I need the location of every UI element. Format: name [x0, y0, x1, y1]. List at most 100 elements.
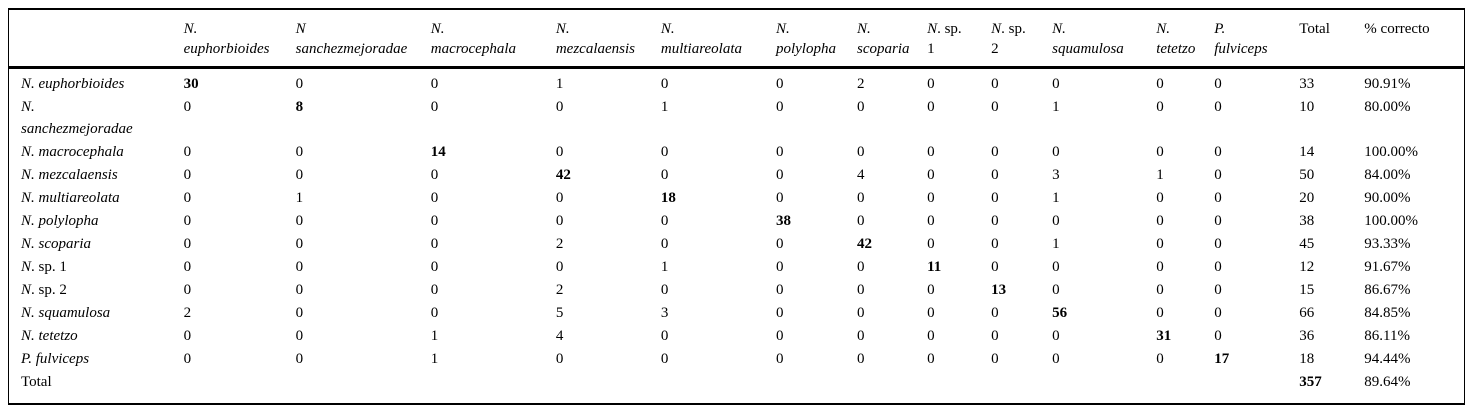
- percent-correct-cell: 89.64%: [1364, 374, 1411, 390]
- text-segment: N.: [1052, 21, 1066, 37]
- row-label: N. macrocephala: [9, 140, 174, 163]
- text-segment: N. multiareolata: [21, 190, 120, 206]
- matrix-cell: 0: [991, 305, 999, 321]
- matrix-cell: 0: [775, 305, 784, 321]
- matrix-cell: 0: [857, 144, 865, 160]
- matrix-cell: 0: [1214, 144, 1222, 160]
- matrix-cell: 0: [555, 144, 564, 160]
- text-segment: . sp. 2: [31, 282, 67, 298]
- cell-line: N. squamulosa: [21, 302, 166, 324]
- matrix-cell: 2: [857, 76, 865, 92]
- cell-line: N. multiareolata: [21, 187, 166, 209]
- total-cell: 10: [1299, 99, 1315, 115]
- cell-line: squamulosa: [1052, 39, 1138, 59]
- cell-line: N. tetetzo: [21, 325, 166, 347]
- matrix-cell: 0: [1214, 167, 1222, 183]
- cell-line: scoparia: [857, 39, 910, 59]
- matrix-cell: 0: [295, 351, 304, 367]
- matrix-cell: 0: [1156, 213, 1164, 229]
- matrix-cell: [546, 370, 651, 404]
- column-header: N. multiareolata: [650, 9, 766, 69]
- cell-line: fulviceps: [1214, 39, 1281, 59]
- matrix-cell: 0: [927, 99, 935, 115]
- cell-line: N. macrocephala: [21, 141, 166, 163]
- row-label: P. fulviceps: [9, 347, 174, 370]
- matrix-cell: 0: [1156, 144, 1164, 160]
- text-segment: N. tetetzo: [21, 328, 78, 344]
- matrix-cell: 0: [1156, 259, 1164, 275]
- matrix-cell: 17: [1214, 351, 1230, 367]
- matrix-cell: 5: [555, 305, 564, 321]
- text-segment: N.: [660, 21, 675, 37]
- text-segment: squamulosa: [1052, 41, 1124, 57]
- matrix-cell: 3: [660, 305, 669, 321]
- matrix-cell: 2: [555, 282, 564, 298]
- total-cell: 38: [1299, 213, 1315, 229]
- cell-line: N. sp.: [991, 19, 1034, 39]
- column-header: P. fulviceps: [1204, 9, 1290, 69]
- matrix-cell: 0: [991, 190, 999, 206]
- matrix-cell: [421, 370, 546, 404]
- text-segment: P.: [1214, 21, 1226, 37]
- cell-line: tetetzo: [1156, 39, 1196, 59]
- matrix-cell: 0: [775, 144, 784, 160]
- text-segment: . sp. 1: [31, 259, 67, 275]
- matrix-cell: 0: [295, 213, 304, 229]
- cell-line: mezcalaensis: [556, 39, 643, 59]
- text-segment: . sp.: [1001, 21, 1026, 37]
- matrix-cell: 2: [555, 236, 564, 252]
- text-segment: Total: [1299, 21, 1330, 37]
- matrix-cell: [766, 370, 847, 404]
- cell-line: N.: [857, 19, 909, 39]
- matrix-cell: 0: [775, 282, 784, 298]
- cell-line: N. polylopha: [21, 210, 166, 232]
- matrix-cell: 0: [660, 282, 669, 298]
- matrix-cell: 0: [430, 213, 439, 229]
- matrix-cell: [286, 370, 421, 404]
- cell-line: N.: [184, 19, 278, 39]
- matrix-cell: 0: [775, 351, 784, 367]
- matrix-cell: 0: [927, 190, 935, 206]
- table-row: Total 357 89.64%: [9, 370, 1465, 404]
- matrix-cell: 0: [1214, 236, 1222, 252]
- matrix-cell: 0: [857, 328, 865, 344]
- matrix-cell: 0: [183, 99, 192, 115]
- matrix-cell: 0: [1214, 305, 1222, 321]
- matrix-cell: 0: [1214, 259, 1222, 275]
- matrix-cell: 0: [991, 99, 999, 115]
- text-segment: P. fulviceps: [21, 351, 90, 367]
- table-row: N. sp. 2 0 0 0 2 0 0 0 0 13 0 0 0 15 86.67%: [9, 278, 1465, 301]
- matrix-cell: [981, 370, 1042, 404]
- matrix-cell: 0: [927, 305, 935, 321]
- matrix-cell: 4: [555, 328, 564, 344]
- text-segment: sanchezmejoradae: [295, 41, 408, 57]
- text-segment: mezcalaensis: [555, 41, 635, 57]
- matrix-cell: 0: [1052, 259, 1060, 275]
- matrix-cell: 0: [927, 76, 935, 92]
- matrix-cell: [847, 370, 917, 404]
- matrix-cell: 0: [183, 236, 192, 252]
- percent-correct-cell: 80.00%: [1364, 99, 1411, 115]
- column-header: N. euphorbioides: [173, 9, 286, 69]
- corner-cell: [8, 9, 174, 69]
- matrix-cell: 31: [1156, 328, 1172, 344]
- text-segment: N: [991, 21, 1002, 37]
- matrix-cell: 1: [295, 190, 304, 206]
- matrix-cell: 0: [1214, 282, 1222, 298]
- matrix-cell: 0: [927, 282, 935, 298]
- text-segment: N.: [775, 21, 790, 37]
- text-segment: N.: [857, 21, 871, 37]
- cell-line: Total: [1299, 19, 1346, 39]
- column-header: N. sp. 1: [917, 9, 982, 69]
- matrix-cell: 0: [430, 282, 439, 298]
- matrix-cell: 0: [1156, 190, 1164, 206]
- matrix-cell: [917, 370, 981, 404]
- table-row: N. squamulosa 2 0 0 5 3 0 0 0 0 56 0 0 66 84.85%: [9, 301, 1465, 324]
- matrix-cell: 13: [991, 282, 1007, 298]
- cell-line: P.: [1214, 19, 1281, 39]
- table-row: N. macrocephala 0 0 14 0 0 0 0 0 0 0 0 0 14 100.00%: [9, 140, 1465, 163]
- matrix-cell: 4: [857, 167, 865, 183]
- cell-line: N. sp.: [927, 19, 973, 39]
- text-segment: % correcto: [1364, 21, 1430, 37]
- row-label: Total: [9, 370, 174, 404]
